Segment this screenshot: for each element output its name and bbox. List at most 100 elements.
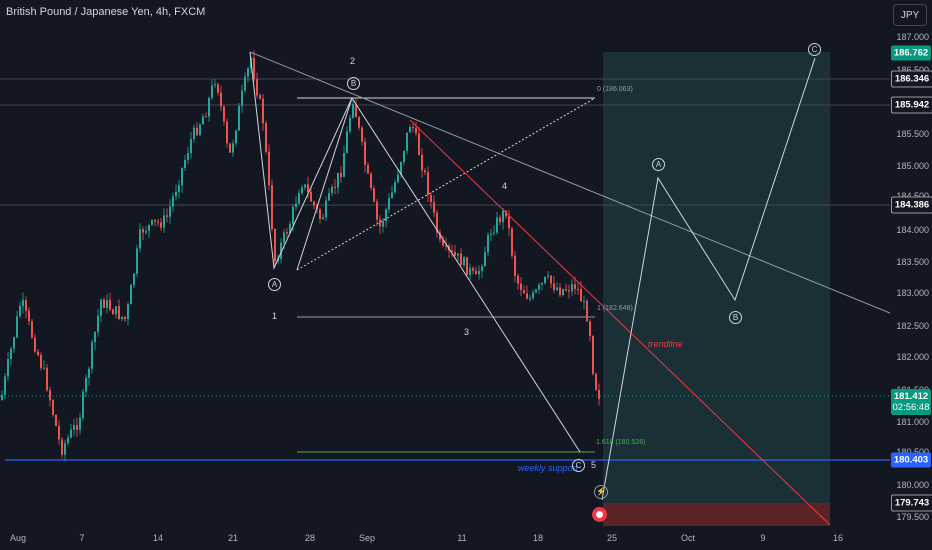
candle-body (511, 228, 513, 256)
current-price-tag: 181.412 02:56:48 (891, 389, 931, 415)
candle-body (523, 290, 525, 294)
candle-body (64, 443, 66, 455)
candle-body (580, 288, 582, 302)
candle-body (502, 210, 504, 223)
time-axis[interactable]: Aug 7 14 21 28 Sep 11 18 25 Oct 9 16 (0, 527, 890, 550)
candle-body (529, 298, 531, 300)
candle-body (193, 127, 195, 140)
candle-body (157, 221, 159, 223)
price-tick: 182.000 (896, 352, 929, 362)
candle-body (229, 143, 231, 153)
candle-body (295, 203, 297, 207)
candle-body (598, 389, 600, 400)
candle-body (544, 276, 546, 284)
candle-body (388, 198, 390, 210)
currency-button[interactable]: JPY (893, 4, 927, 26)
fib-1618-label: 1.618 (180.526) (596, 439, 646, 446)
price-tick: 185.000 (896, 161, 929, 171)
candle-body (115, 306, 117, 315)
countdown-timer: 02:56:48 (892, 402, 930, 413)
candle-body (331, 186, 333, 194)
price-tag-wave4: 184.386 (891, 196, 932, 214)
candle-body (313, 201, 315, 206)
candle-body (385, 209, 387, 221)
candle-body (559, 287, 561, 296)
candle-body (595, 373, 597, 390)
candle-body (454, 251, 456, 256)
candle-body (499, 217, 501, 223)
candle-body (439, 232, 441, 240)
candle-body (442, 239, 444, 246)
candle-body (205, 116, 207, 118)
price-tick: 183.000 (896, 288, 929, 298)
candle-body (517, 275, 519, 284)
candle-body (361, 127, 363, 142)
candle-body (259, 95, 261, 99)
candle-body (208, 97, 210, 117)
candle-body (541, 283, 543, 285)
candle-body (142, 229, 144, 233)
candle-body (73, 425, 75, 430)
candle-body (427, 172, 429, 196)
candle-body (430, 195, 432, 203)
candle-body (199, 124, 201, 135)
candles-group (1, 50, 600, 462)
circle-c-low: C (572, 459, 585, 472)
candle-body (196, 127, 198, 135)
candle-body (496, 217, 498, 233)
price-tick: 184.000 (896, 225, 929, 235)
candle-body (334, 186, 336, 188)
candle-body (10, 348, 12, 360)
candle-body (274, 229, 276, 262)
candle-body (319, 209, 321, 219)
candle-body (238, 106, 240, 131)
candle-body (91, 342, 93, 369)
chart-area[interactable]: British Pound / Japanese Yen, 4h, FXCM 0… (0, 0, 890, 527)
candle-body (592, 336, 594, 374)
candle-body (418, 133, 420, 155)
time-tick: 18 (532, 533, 544, 543)
candle-body (28, 310, 30, 322)
wave-2-label: 2 (350, 56, 356, 66)
candle-body (40, 355, 42, 368)
trendline-label: trendline (648, 339, 683, 349)
candle-body (565, 289, 567, 291)
time-tick: 11 (457, 533, 467, 543)
price-scale[interactable]: 187.000 186.500 185.500 185.000 184.500 … (890, 0, 932, 527)
wave-5-label: 5 (591, 460, 597, 470)
candle-body (247, 68, 249, 77)
candle-body (67, 437, 69, 444)
candle-body (166, 215, 168, 217)
candle-body (181, 167, 183, 186)
candle-body (94, 331, 96, 343)
candle-body (172, 196, 174, 207)
candle-body (13, 337, 15, 349)
candle-body (112, 309, 114, 315)
resistance-line (249, 51, 890, 314)
candle-body (202, 116, 204, 125)
price-tag-fib0: 185.942 (891, 96, 932, 114)
candle-body (232, 143, 234, 153)
candle-body (160, 222, 162, 228)
record-icon[interactable] (592, 507, 607, 522)
candle-body (520, 283, 522, 291)
price-tag-high1: 186.762 (891, 45, 931, 61)
candle-body (556, 287, 558, 291)
time-tick: 14 (152, 533, 164, 543)
candle-body (271, 185, 273, 230)
candle-body (235, 130, 237, 144)
symbol-title[interactable]: British Pound / Japanese Yen, 4h, FXCM (6, 6, 206, 18)
candle-body (328, 193, 330, 201)
candle-body (106, 299, 108, 308)
candle-body (583, 300, 585, 302)
lightning-icon[interactable]: ⚡ (594, 485, 608, 499)
candle-body (169, 206, 171, 217)
candle-body (589, 321, 591, 337)
price-tick: 183.500 (896, 257, 929, 267)
candle-body (61, 439, 63, 455)
chart-canvas[interactable] (0, 0, 890, 527)
candle-body (421, 154, 423, 171)
candle-body (253, 57, 255, 79)
candle-body (268, 151, 270, 186)
time-tick: 7 (79, 533, 85, 543)
